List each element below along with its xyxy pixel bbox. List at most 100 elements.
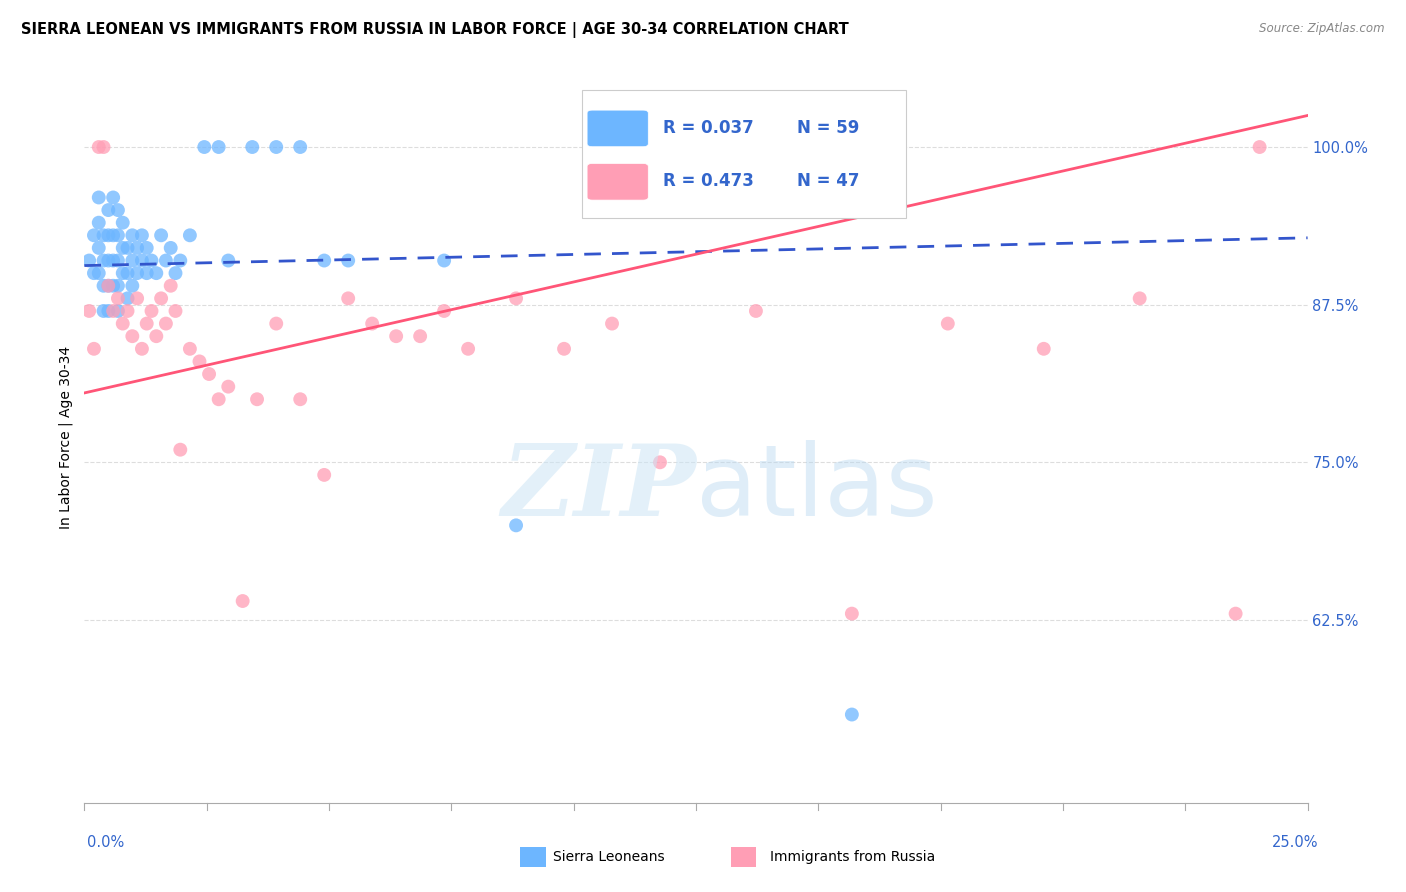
Point xyxy=(121,278,143,293)
Point xyxy=(553,342,575,356)
Point xyxy=(77,304,100,318)
Point xyxy=(117,304,139,318)
Point xyxy=(131,342,153,356)
Point xyxy=(97,253,120,268)
Point xyxy=(169,253,191,268)
Point xyxy=(87,266,110,280)
Point xyxy=(101,278,124,293)
Point xyxy=(107,278,129,293)
Point xyxy=(165,266,187,280)
Point xyxy=(121,228,143,243)
Point xyxy=(127,241,149,255)
Point xyxy=(264,317,287,331)
Point xyxy=(83,342,105,356)
Point xyxy=(97,203,120,218)
Point xyxy=(107,203,129,218)
Point xyxy=(457,342,479,356)
Point xyxy=(127,266,149,280)
Point xyxy=(97,278,120,293)
Point xyxy=(141,304,163,318)
Point xyxy=(77,253,100,268)
Point xyxy=(1225,607,1247,621)
Point xyxy=(841,707,863,722)
Point xyxy=(290,140,312,154)
Point xyxy=(314,253,336,268)
Point xyxy=(198,367,221,381)
Point xyxy=(159,241,181,255)
Text: Immigrants from Russia: Immigrants from Russia xyxy=(770,850,936,864)
Point xyxy=(150,228,173,243)
Point xyxy=(135,317,157,331)
Point xyxy=(141,253,163,268)
Point xyxy=(505,518,527,533)
Point xyxy=(131,228,153,243)
Y-axis label: In Labor Force | Age 30-34: In Labor Force | Age 30-34 xyxy=(59,345,73,529)
Point xyxy=(232,594,254,608)
Text: N = 47: N = 47 xyxy=(797,172,860,190)
Point xyxy=(505,291,527,305)
Point xyxy=(117,241,139,255)
Point xyxy=(150,291,173,305)
Point xyxy=(1129,291,1152,305)
Point xyxy=(93,140,115,154)
Point xyxy=(155,317,177,331)
Text: N = 59: N = 59 xyxy=(797,119,860,136)
Point xyxy=(290,392,312,407)
Point xyxy=(121,253,143,268)
Point xyxy=(145,329,167,343)
Point xyxy=(409,329,432,343)
Point xyxy=(117,291,139,305)
Point xyxy=(83,228,105,243)
Point xyxy=(111,241,134,255)
Point xyxy=(97,278,120,293)
Text: Sierra Leoneans: Sierra Leoneans xyxy=(553,850,664,864)
Point xyxy=(111,317,134,331)
Point xyxy=(87,216,110,230)
Point xyxy=(135,241,157,255)
Point xyxy=(433,253,456,268)
FancyBboxPatch shape xyxy=(588,163,648,200)
Point xyxy=(337,253,360,268)
Point xyxy=(936,317,959,331)
Point xyxy=(107,291,129,305)
Point xyxy=(83,266,105,280)
Point xyxy=(385,329,408,343)
Point xyxy=(117,266,139,280)
Point xyxy=(101,304,124,318)
Point xyxy=(107,228,129,243)
Point xyxy=(111,266,134,280)
Point xyxy=(165,304,187,318)
Point xyxy=(93,304,115,318)
Text: R = 0.473: R = 0.473 xyxy=(664,172,754,190)
Point xyxy=(600,317,623,331)
Point xyxy=(87,190,110,204)
Point xyxy=(246,392,269,407)
Point xyxy=(433,304,456,318)
Point xyxy=(217,253,239,268)
Point xyxy=(179,342,201,356)
Point xyxy=(127,291,149,305)
Point xyxy=(155,253,177,268)
Point xyxy=(135,266,157,280)
Point xyxy=(208,140,231,154)
Point xyxy=(131,253,153,268)
Text: R = 0.037: R = 0.037 xyxy=(664,119,754,136)
Point xyxy=(87,140,110,154)
Point xyxy=(121,329,143,343)
Text: Source: ZipAtlas.com: Source: ZipAtlas.com xyxy=(1260,22,1385,36)
Point xyxy=(87,241,110,255)
Point xyxy=(314,467,336,482)
Point xyxy=(169,442,191,457)
Point xyxy=(101,253,124,268)
Point xyxy=(93,253,115,268)
Point xyxy=(111,216,134,230)
Point xyxy=(841,607,863,621)
Point xyxy=(648,455,671,469)
Point xyxy=(188,354,211,368)
Text: 25.0%: 25.0% xyxy=(1272,836,1319,850)
Text: 0.0%: 0.0% xyxy=(87,836,124,850)
Point xyxy=(101,228,124,243)
Point xyxy=(97,228,120,243)
Point xyxy=(97,304,120,318)
Point xyxy=(745,304,768,318)
